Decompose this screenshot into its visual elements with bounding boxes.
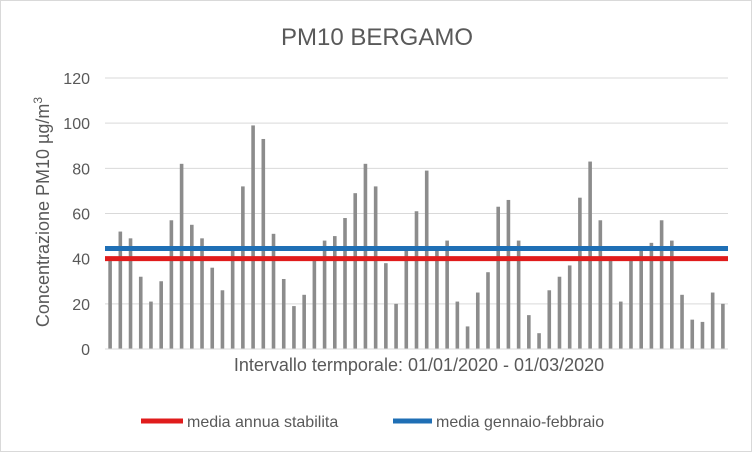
bar bbox=[281, 278, 286, 349]
bar bbox=[475, 292, 480, 349]
y-tick-label: 120 bbox=[63, 71, 90, 88]
bar bbox=[190, 224, 194, 349]
bar bbox=[557, 276, 562, 349]
bar bbox=[251, 125, 255, 349]
bar bbox=[445, 240, 449, 349]
bar bbox=[496, 206, 501, 349]
bar bbox=[241, 186, 245, 349]
legend-label: media annua stabilita bbox=[187, 414, 338, 431]
bar bbox=[710, 292, 715, 349]
bar bbox=[159, 281, 163, 349]
bar bbox=[659, 220, 664, 349]
bar bbox=[169, 220, 174, 349]
bar bbox=[435, 247, 439, 349]
bar bbox=[108, 256, 112, 349]
y-tick-label: 40 bbox=[72, 252, 90, 269]
bar bbox=[639, 247, 643, 349]
bar bbox=[312, 258, 317, 349]
bars bbox=[108, 125, 725, 349]
bar bbox=[138, 276, 143, 349]
bar bbox=[455, 301, 460, 349]
bar bbox=[598, 220, 603, 349]
bar bbox=[302, 294, 306, 349]
bar bbox=[618, 301, 623, 349]
bar bbox=[527, 315, 531, 349]
bar bbox=[210, 267, 215, 349]
bar bbox=[230, 247, 235, 349]
y-axis-ticks: 0 20 40 60 80 100 120 bbox=[63, 71, 90, 359]
y-tick-label: 0 bbox=[81, 342, 90, 359]
bar bbox=[118, 231, 123, 349]
y-axis-title: Concentrazione PM10 µg/m3 bbox=[31, 97, 53, 327]
bar bbox=[680, 294, 684, 349]
bar bbox=[537, 333, 541, 349]
bar bbox=[292, 306, 296, 349]
bar bbox=[261, 138, 266, 349]
bar bbox=[649, 242, 654, 349]
bar bbox=[353, 193, 358, 349]
bar bbox=[384, 263, 388, 349]
bar bbox=[414, 211, 419, 349]
legend-label: media gennaio-febbraio bbox=[436, 414, 604, 431]
bar bbox=[721, 303, 725, 349]
reference-lines bbox=[105, 246, 728, 262]
y-tick-label: 100 bbox=[63, 116, 90, 133]
y-tick-label: 60 bbox=[72, 207, 90, 224]
x-axis-title: Intervallo termporale: 01/01/2020 - 01/0… bbox=[234, 355, 604, 375]
bar bbox=[465, 326, 470, 349]
bar bbox=[567, 265, 572, 349]
bar bbox=[486, 272, 490, 349]
y-tick-label: 80 bbox=[72, 161, 90, 178]
bar bbox=[343, 218, 347, 349]
bar bbox=[271, 233, 276, 349]
bar bbox=[373, 186, 378, 349]
bar bbox=[670, 240, 674, 349]
legend: media annua stabilita media gennaio-febbr… bbox=[141, 414, 604, 431]
bar bbox=[394, 303, 398, 349]
bar bbox=[588, 161, 592, 349]
bar bbox=[608, 256, 613, 349]
bar bbox=[200, 238, 204, 349]
bar bbox=[700, 321, 705, 349]
bar bbox=[128, 238, 133, 349]
y-tick-label: 20 bbox=[72, 297, 90, 314]
bar bbox=[547, 290, 552, 349]
bar bbox=[220, 290, 225, 349]
bar bbox=[578, 197, 582, 349]
bar bbox=[149, 301, 153, 349]
chart-title: PM10 BERGAMO bbox=[281, 24, 473, 51]
y-axis-title-superscript: 3 bbox=[31, 97, 45, 104]
bar bbox=[690, 319, 695, 349]
bar bbox=[629, 258, 633, 349]
bar bbox=[404, 247, 409, 349]
bar bbox=[516, 240, 521, 349]
bar bbox=[332, 236, 337, 349]
bar bbox=[506, 199, 511, 349]
y-axis-title-text: Concentrazione PM10 µg/m bbox=[33, 104, 53, 327]
bar bbox=[322, 240, 327, 349]
